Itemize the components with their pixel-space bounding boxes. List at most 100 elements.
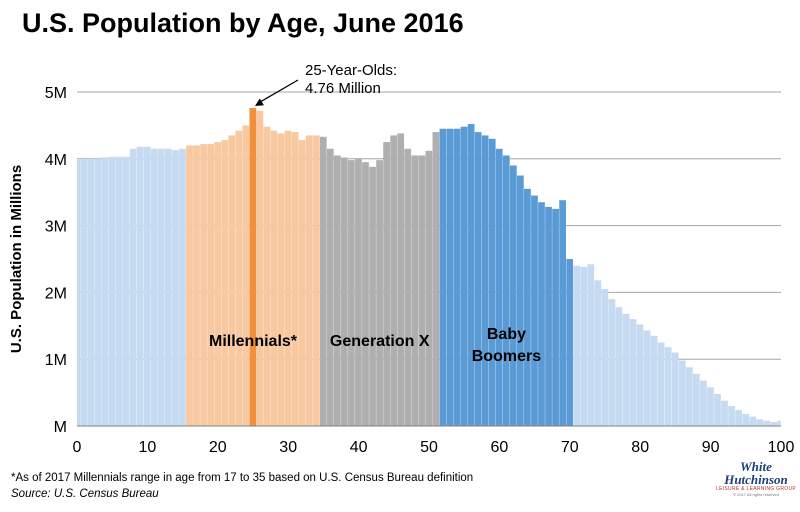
bar-age-12 — [157, 148, 165, 426]
bar-age-38 — [341, 157, 348, 427]
bar-age-60 — [495, 148, 503, 426]
bar-age-62 — [509, 165, 517, 427]
brand-logo: White Hutchinson LEISURE & LEARNING GROU… — [716, 460, 796, 508]
x-tick-label: 10 — [139, 439, 157, 456]
bar-age-23 — [235, 130, 243, 426]
annotation-line1: 25-Year-Olds: — [305, 62, 397, 79]
group-label: Millennials* — [209, 333, 298, 350]
bar-age-54 — [453, 128, 461, 427]
x-tick-label: 100 — [768, 439, 795, 456]
bar-age-82 — [650, 335, 658, 426]
bar-age-95 — [742, 413, 750, 426]
y-tick-label: 2M — [45, 285, 67, 302]
bar-age-14 — [172, 150, 179, 426]
bar-age-22 — [228, 135, 236, 427]
bar-age-98 — [763, 420, 771, 426]
bar-age-83 — [657, 342, 665, 426]
bar-age-32 — [298, 140, 306, 426]
x-tick-label: 50 — [420, 439, 438, 456]
bar-age-86 — [678, 360, 686, 426]
x-tick-label: 40 — [350, 439, 368, 456]
x-tick-label: 90 — [702, 439, 720, 456]
bar-age-11 — [150, 148, 158, 426]
group-labels: Millennials* Generation X Baby Boomers — [209, 326, 541, 365]
bar-age-4 — [101, 157, 109, 427]
bar-age-67 — [545, 206, 552, 426]
bar-age-61 — [502, 155, 510, 426]
bar-age-72 — [580, 267, 588, 426]
bar-age-28 — [270, 130, 278, 426]
y-tick-label: M — [54, 419, 67, 436]
bars — [77, 108, 781, 427]
bar-age-75 — [601, 289, 609, 426]
bar-age-24 — [242, 125, 250, 427]
bar-age-59 — [488, 138, 496, 426]
logo-line1: White — [740, 459, 772, 474]
bar-age-96 — [749, 416, 757, 426]
footnote: *As of 2017 Millennials range in age fro… — [11, 472, 474, 484]
bar-age-48 — [411, 155, 419, 426]
bar-age-34 — [312, 135, 320, 427]
bar-age-76 — [608, 299, 616, 426]
bar-age-17 — [193, 145, 200, 426]
y-tick-label: 1M — [45, 352, 67, 369]
bar-age-33 — [305, 135, 313, 427]
bar-age-19 — [207, 144, 214, 426]
chart-title: U.S. Population by Age, June 2016 — [22, 8, 464, 38]
bar-age-49 — [418, 155, 426, 426]
bar-age-71 — [573, 265, 581, 426]
bar-age-43 — [376, 160, 383, 427]
bar-age-2 — [87, 158, 95, 427]
axes: M 1M 2M 3M 4M 5M 0 10 20 30 40 50 60 70 80 90 100 U.S. Po… — [8, 85, 794, 456]
bar-age-25 — [249, 108, 257, 427]
bar-age-51 — [432, 132, 440, 426]
bar-age-53 — [446, 128, 454, 427]
annotation-arrow-line — [259, 79, 299, 103]
annotation: 25-Year-Olds:4.76 Million — [255, 62, 397, 107]
logo-line4: © 2017 All rights reserved — [733, 492, 779, 497]
bar-age-42 — [369, 166, 376, 427]
bar-age-26 — [256, 110, 264, 426]
bar-age-29 — [277, 133, 285, 426]
bar-age-77 — [615, 307, 623, 426]
y-tick-label: 5M — [45, 85, 67, 102]
bar-age-15 — [179, 148, 186, 426]
bar-age-74 — [594, 280, 602, 426]
y-axis-label: U.S. Population in Millions — [8, 165, 25, 353]
source-note: Source: U.S. Census Bureau — [11, 488, 159, 500]
bar-age-57 — [474, 132, 482, 426]
x-tick-label: 30 — [279, 439, 297, 456]
bar-age-0 — [77, 158, 81, 427]
chart-area: M 1M 2M 3M 4M 5M 0 10 20 30 40 50 60 70 80 90 100 U.S. Po… — [8, 62, 794, 456]
bar-age-100 — [777, 420, 781, 426]
bar-age-64 — [524, 188, 531, 426]
bar-age-78 — [622, 313, 630, 426]
bar-age-1 — [80, 158, 88, 427]
bar-age-21 — [221, 140, 229, 426]
bar-age-63 — [517, 175, 524, 426]
bar-age-30 — [284, 130, 292, 426]
logo-line3: LEISURE & LEARNING GROUP — [716, 486, 796, 492]
bar-age-85 — [671, 352, 679, 426]
bar-age-7 — [122, 156, 130, 426]
bar-age-70 — [566, 259, 574, 426]
logo-line2: Hutchinson — [724, 472, 788, 487]
bar-age-45 — [390, 135, 398, 427]
bar-age-6 — [115, 156, 123, 426]
bar-age-13 — [165, 148, 172, 426]
annotation-arrowhead — [255, 98, 264, 107]
bar-age-36 — [326, 148, 334, 426]
bar-age-84 — [664, 347, 672, 426]
bar-age-27 — [263, 126, 271, 427]
bar-age-52 — [439, 128, 447, 427]
bar-age-89 — [700, 380, 707, 426]
bar-age-10 — [143, 146, 151, 426]
bar-age-8 — [129, 148, 137, 426]
bar-age-65 — [531, 195, 538, 426]
bar-age-69 — [559, 200, 566, 426]
bar-age-37 — [333, 155, 341, 426]
bar-age-92 — [721, 400, 728, 426]
bar-age-20 — [214, 142, 222, 426]
bar-age-56 — [467, 124, 475, 427]
bar-age-47 — [404, 148, 412, 426]
